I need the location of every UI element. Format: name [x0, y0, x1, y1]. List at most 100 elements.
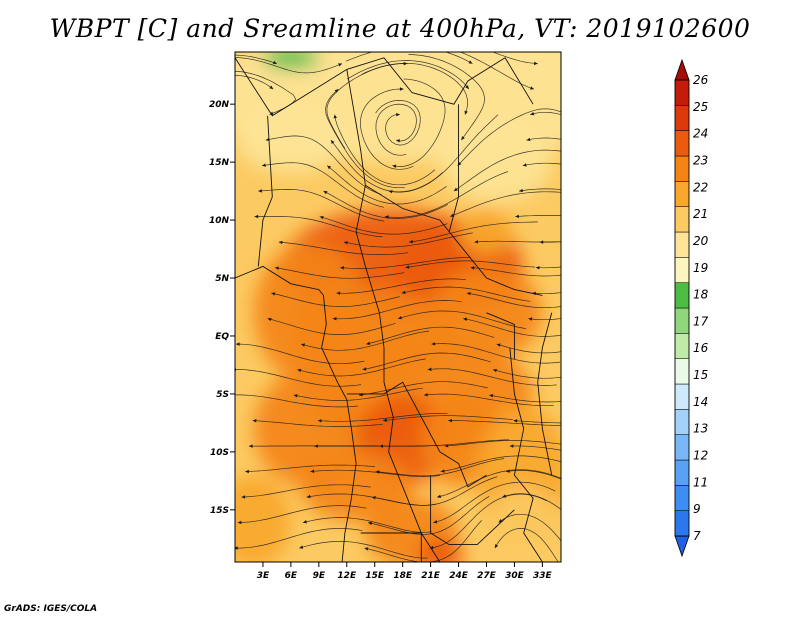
streamline-arrow: [371, 496, 376, 500]
border-line: [509, 347, 543, 562]
colorbar-swatch: [674, 155, 690, 182]
lat-tick-label: 20N: [209, 100, 230, 110]
streamline: [489, 394, 561, 403]
colorbar-frame: [674, 79, 690, 537]
lat-tick-label: 15S: [210, 506, 229, 516]
wbpt-region: [262, 52, 319, 70]
colorbar-label: 20: [693, 234, 709, 248]
streamline: [366, 326, 495, 345]
colorbar-label: 21: [693, 207, 708, 221]
streamline: [383, 415, 513, 421]
streamline-arrow: [319, 215, 324, 220]
streamline: [539, 241, 561, 243]
streamline-arrow: [343, 241, 348, 245]
streamline: [427, 368, 557, 386]
streamline-arrow: [269, 85, 274, 90]
streamline: [453, 149, 561, 192]
lon-tick-label: 6E: [285, 571, 298, 581]
colorbar-swatch: [674, 333, 690, 359]
longitude-axis: 3E 6E 9E 12E 15E 18E 21E 24E 27E 30E 33E: [257, 562, 553, 581]
streamline-arrow: [301, 343, 306, 347]
streamline-arrow: [267, 317, 272, 322]
streamline-arrow: [513, 419, 518, 423]
streamline: [466, 292, 561, 309]
streamline: [235, 54, 278, 64]
streamline-arrow: [235, 546, 238, 550]
streamline-arrow: [433, 520, 438, 524]
streamline-arrow: [278, 240, 283, 245]
streamline-arrow: [515, 214, 520, 219]
streamline: [532, 292, 561, 295]
streamline-arrow: [409, 239, 413, 244]
wbpt-region: [300, 451, 412, 522]
streamline-arrow: [332, 317, 337, 321]
border-line: [430, 475, 515, 546]
colorbar-top-triangle: [674, 58, 690, 81]
streamline: [254, 216, 383, 238]
colorbar-swatch: [674, 510, 690, 537]
lon-tick-label: 27E: [477, 571, 497, 581]
wbpt-region: [416, 538, 464, 562]
streamline: [375, 103, 417, 156]
streamline: [302, 517, 432, 533]
streamline: [492, 369, 561, 379]
streamline-arrow: [254, 214, 259, 219]
lat-tick-label: 10S: [210, 448, 229, 458]
grads-credit: GrADS: IGES/COLA: [4, 604, 98, 614]
map-panel: [234, 51, 562, 563]
streamline: [444, 440, 561, 447]
colorbar-label: 18: [693, 288, 709, 302]
streamline-arrow: [338, 63, 343, 67]
streamline-arrow: [474, 240, 479, 244]
streamline: [364, 520, 482, 562]
streamline-arrow: [466, 291, 471, 296]
border-line: [235, 265, 357, 562]
streamline-arrow: [302, 520, 307, 524]
colorbar-label: 25: [693, 100, 708, 114]
streamline: [405, 260, 535, 268]
colorbar-swatch: [674, 383, 690, 410]
border-line: [235, 57, 385, 117]
colorbar-label: 7: [693, 529, 701, 543]
streamlines: [235, 52, 561, 562]
streamline-arrow: [396, 112, 400, 117]
streamline-arrow: [330, 140, 335, 145]
streamline: [261, 162, 384, 208]
colorbar-label: 15: [693, 368, 708, 382]
streamline-arrow: [494, 544, 499, 549]
latitude-axis: 20N 15N 10N 5N EQ 5S 10S 15S: [209, 100, 235, 516]
streamline: [275, 267, 405, 279]
streamline-arrow: [334, 89, 339, 93]
streamline: [448, 420, 561, 426]
streamline: [334, 114, 436, 186]
streamline: [409, 221, 538, 243]
streamline: [235, 394, 358, 408]
streamline: [492, 52, 538, 64]
streamline-arrow: [293, 394, 298, 398]
streamline-arrow: [271, 292, 276, 296]
streamline: [310, 469, 441, 477]
streamline-arrow: [534, 61, 538, 66]
streamline-arrow: [368, 521, 373, 526]
streamline-arrow: [392, 164, 397, 168]
colorbar-swatch: [674, 459, 690, 486]
streamline-arrow: [444, 444, 449, 448]
colorbar-label: 17: [693, 314, 709, 328]
colorbar-swatch: [674, 130, 690, 157]
streamline: [384, 171, 509, 218]
streamline-arrow: [405, 265, 410, 269]
streamline-arrow: [461, 136, 465, 141]
colorbar-swatch: [674, 434, 690, 461]
streamline: [265, 135, 382, 195]
streamline-arrow: [427, 367, 432, 371]
colorbar-swatch: [674, 485, 690, 511]
streamline: [340, 257, 470, 269]
colorbar-swatch: [674, 257, 690, 283]
streamline-arrow: [431, 342, 436, 346]
streamline-arrow: [530, 111, 535, 116]
streamline: [513, 420, 561, 424]
country-borders: [235, 57, 553, 562]
streamline-arrow: [327, 165, 332, 170]
lat-tick-label: 10N: [209, 216, 230, 226]
